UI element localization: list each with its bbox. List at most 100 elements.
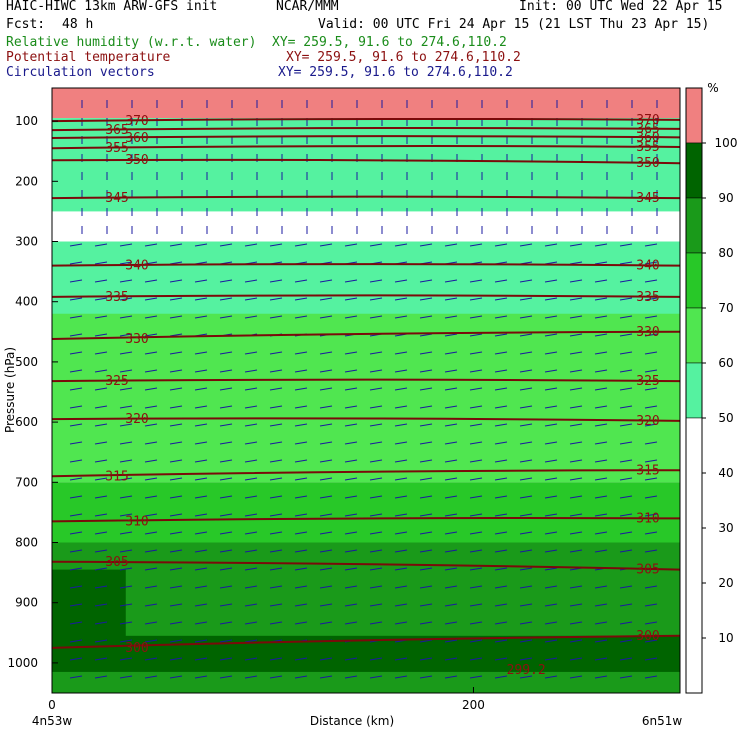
theta-contour-label: 315 (636, 463, 659, 478)
circulation-vector (169, 621, 183, 625)
circulation-vector (369, 315, 383, 319)
circulation-vector (519, 333, 533, 337)
circulation-vector (494, 279, 508, 283)
circulation-vector (444, 513, 458, 517)
theta-contour-label: 300 (125, 641, 148, 656)
circulation-vector (219, 369, 233, 373)
circulation-vector (519, 387, 533, 391)
colorbar-frame (685, 87, 703, 694)
circulation-vector (194, 315, 208, 319)
theta-contour-label: 350 (125, 153, 148, 168)
circulation-vector (619, 333, 633, 337)
circulation-vector (269, 297, 283, 301)
circulation-vector (569, 549, 583, 553)
circulation-vector (369, 279, 383, 283)
circulation-vector (569, 675, 583, 679)
circulation-vector (69, 261, 83, 265)
circulation-vector (194, 513, 208, 517)
y-axis-label: Pressure (hPa) (3, 347, 17, 433)
theta-contour-label: 345 (105, 191, 128, 206)
circulation-vector (244, 387, 258, 391)
circulation-vector (94, 441, 108, 445)
theta-contour (52, 517, 680, 523)
circulation-vector (494, 387, 508, 391)
theta-contour (52, 378, 680, 383)
field-xy-theta: XY= 259.5, 91.6 to 274.6,110.2 (286, 50, 521, 65)
circulation-vector (394, 657, 408, 661)
circulation-vector (69, 315, 83, 319)
circulation-vector (219, 585, 233, 589)
circulation-vector (619, 261, 633, 265)
circulation-vector (644, 405, 658, 409)
circulation-vector (144, 675, 158, 679)
colorbar-unit: % (707, 81, 718, 95)
circulation-vector (519, 567, 533, 571)
circulation-vector (144, 297, 158, 301)
circulation-vector (569, 477, 583, 481)
circulation-vector (144, 513, 158, 517)
circulation-vector (69, 657, 83, 661)
circulation-vector (194, 549, 208, 553)
circulation-vector (644, 423, 658, 427)
circulation-vector (644, 603, 658, 607)
circulation-vector (619, 369, 633, 373)
circulation-vector (69, 603, 83, 607)
circulation-vector (269, 675, 283, 679)
circulation-vector (69, 639, 83, 643)
circulation-vector (344, 243, 358, 247)
circulation-vector (619, 603, 633, 607)
circulation-vector (344, 441, 358, 445)
circulation-vector (519, 297, 533, 301)
theta-contour (52, 560, 680, 571)
circulation-vector (569, 603, 583, 607)
circulation-vector (444, 369, 458, 373)
circulation-vector (119, 477, 133, 481)
circulation-vector (219, 495, 233, 499)
circulation-vector (419, 621, 433, 625)
circulation-vector (269, 441, 283, 445)
theta-contour-label: 330 (125, 332, 148, 347)
circulation-vector (169, 405, 183, 409)
theta-contour-label: 355 (636, 140, 659, 155)
circulation-vector (619, 639, 633, 643)
circulation-vector (319, 423, 333, 427)
circulation-vector (194, 567, 208, 571)
circulation-vector (494, 567, 508, 571)
theta-contour-label: 320 (636, 414, 659, 429)
theta-contour (52, 145, 680, 150)
theta-contour (52, 117, 680, 123)
x-tick-label: 0 (48, 698, 56, 712)
circulation-vector (244, 243, 258, 247)
circulation-vector (119, 549, 133, 553)
circulation-vector (544, 621, 558, 625)
circulation-vector (544, 459, 558, 463)
circulation-vector (294, 423, 308, 427)
circulation-vector (119, 405, 133, 409)
x-endpoint-right: 6n51w (642, 714, 683, 728)
circulation-vector (269, 279, 283, 283)
colorbar-swatch (685, 417, 703, 694)
theta-contour (52, 135, 680, 139)
circulation-vector (344, 603, 358, 607)
circulation-vector (519, 657, 533, 661)
circulation-vector (644, 495, 658, 499)
circulation-vector (444, 495, 458, 499)
rh-shade-region (52, 313, 680, 483)
circulation-vector (94, 423, 108, 427)
circulation-vector (319, 477, 333, 481)
y-tick-label: 600 (15, 415, 38, 429)
circulation-vector (619, 387, 633, 391)
circulation-vector (594, 297, 608, 301)
circulation-vector (69, 351, 83, 355)
theta-contour (52, 195, 680, 200)
circulation-vector (644, 477, 658, 481)
circulation-vector (519, 585, 533, 589)
circulation-vector (244, 675, 258, 679)
circulation-vector (219, 621, 233, 625)
fcst-value: 48 h (62, 17, 94, 32)
circulation-vector (119, 315, 133, 319)
circulation-vector (444, 549, 458, 553)
circulation-vector (94, 603, 108, 607)
circulation-vector (144, 351, 158, 355)
circulation-vector (469, 567, 483, 571)
